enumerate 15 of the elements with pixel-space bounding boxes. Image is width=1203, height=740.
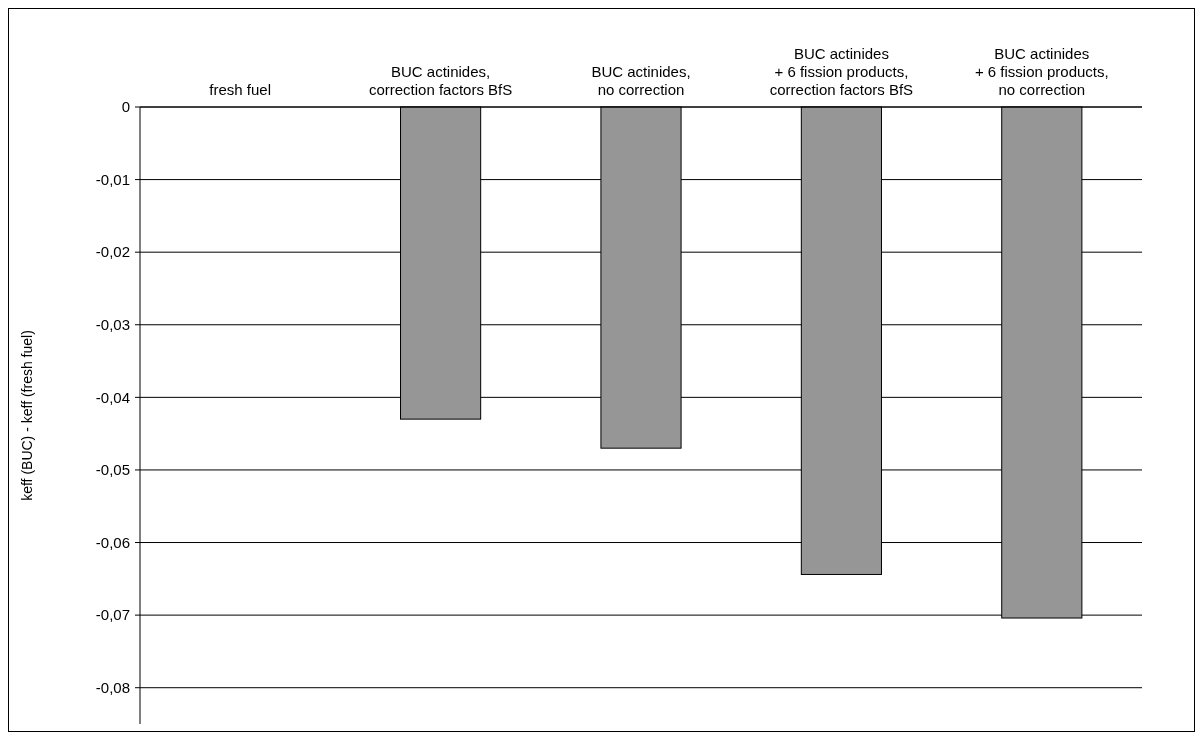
y-tick-label: 0 (121, 98, 130, 116)
y-tick-label: -0,07 (95, 606, 130, 624)
x-tick-label: BUC actinides + 6 fission products, correction factors BfS (769, 45, 914, 98)
x-tick-label: BUC actinides, correction factors BfS (368, 63, 513, 98)
y-tick-label: -0,04 (95, 388, 130, 406)
x-tick-label: BUC actinides + 6 fission products, no correction (974, 45, 1109, 98)
y-tick-label: -0,01 (95, 170, 130, 188)
y-tick-label: -0,02 (95, 243, 130, 261)
y-tick-label: -0,06 (95, 533, 130, 551)
x-tick-label: BUC actinides, no correction (591, 63, 691, 98)
y-tick-label: -0,05 (95, 461, 130, 479)
x-tick-label: fresh fuel (209, 81, 272, 98)
y-axis-title: keff (BUC) - keff (fresh fuel) (19, 330, 35, 501)
y-tick-label: -0,03 (95, 316, 130, 334)
y-tick-label: -0,08 (95, 678, 130, 696)
